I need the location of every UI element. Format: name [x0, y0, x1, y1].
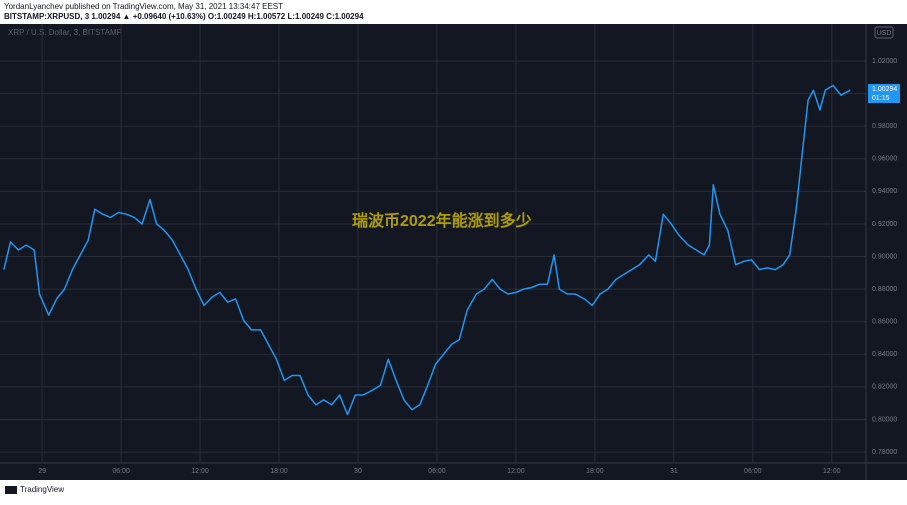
symbol-label: XRP / U.S. Dollar, 3, BITSTAMP — [8, 28, 122, 37]
brand-logo — [5, 486, 17, 494]
y-tick-label: 0.88000 — [872, 286, 897, 293]
brand: TradingView — [20, 485, 64, 494]
x-tick-label: 12:00 — [823, 468, 841, 475]
x-tick-label: 18:00 — [270, 468, 288, 475]
header-line1: YordanLyanchev published on TradingView.… — [4, 2, 283, 11]
y-tick-label: 1.02000 — [872, 58, 897, 65]
y-tick-label: 0.90000 — [872, 253, 897, 260]
countdown: 01:15 — [872, 95, 890, 102]
y-tick-label: 0.86000 — [872, 319, 897, 326]
y-tick-label: 0.96000 — [872, 156, 897, 163]
x-tick-label: 06:00 — [112, 468, 130, 475]
y-tick-label: 0.94000 — [872, 188, 897, 195]
y-tick-label: 0.82000 — [872, 384, 897, 391]
y-tick-label: 0.92000 — [872, 221, 897, 228]
x-tick-label: 31 — [670, 468, 678, 475]
header-line2: BITSTAMP:XRPUSD, 3 1.00294 ▲ +0.09640 (+… — [4, 12, 364, 21]
currency: USD — [877, 30, 892, 37]
y-tick-label: 0.78000 — [872, 449, 897, 456]
x-tick-label: 06:00 — [744, 468, 762, 475]
x-tick-label: 18:00 — [586, 468, 604, 475]
x-tick-label: 12:00 — [507, 468, 525, 475]
chart-bg — [0, 24, 907, 480]
footer-bg — [0, 480, 907, 500]
y-tick-label: 0.98000 — [872, 123, 897, 130]
x-tick-label: 06:00 — [428, 468, 446, 475]
x-tick-label: 29 — [38, 468, 46, 475]
watermark: 瑞波币2022年能涨到多少 — [352, 211, 532, 230]
price-tag-box — [868, 84, 900, 103]
price-tag: 1.00294 — [872, 86, 897, 93]
y-tick-label: 0.84000 — [872, 351, 897, 358]
price-line — [3, 84, 851, 416]
x-tick-label: 12:00 — [191, 468, 209, 475]
x-tick-label: 30 — [354, 468, 362, 475]
currency-box — [874, 26, 894, 39]
y-tick-label: 0.80000 — [872, 416, 897, 423]
